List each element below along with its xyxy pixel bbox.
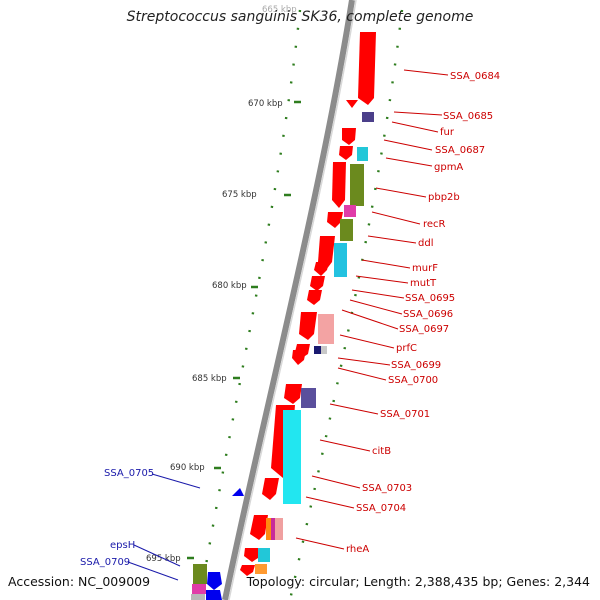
gene-label: mutT [410,278,437,289]
tick-label: 665 kbp [262,5,297,15]
genome-summary: Topology: circular; Length: 2,388,435 bp… [246,574,590,589]
gene-label: SSA_0703 [362,483,412,494]
gene-label: SSA_0685 [443,111,493,122]
gene-label: citB [372,446,391,457]
gene-label: recR [423,219,446,230]
accession-label: Accession: NC_009009 [8,574,151,589]
gene-label: gpmA [434,162,463,173]
tick-label: 695 kbp [146,554,181,564]
gene-label: SSA_0697 [399,324,449,335]
gene-label: rheA [346,544,369,555]
gene-label: SSA_0704 [356,503,406,514]
gene-label: SSA_0696 [403,309,453,320]
map-title: Streptococcus sanguinis SK36, complete g… [126,9,474,25]
gene-label: fur [440,127,455,138]
genome-backbone [222,0,355,600]
gene-label: SSA_0701 [380,409,430,420]
gene-label: SSA_0687 [435,145,485,156]
gene-label: epsH [110,540,135,551]
gene-label: murF [412,263,438,274]
gene-label: SSA_0699 [391,360,441,371]
tick-label: 690 kbp [170,463,205,473]
gene-label: SSA_0695 [405,293,455,304]
gene-label: SSA_0709 [80,557,130,568]
gene-label: SSA_0705 [104,468,154,479]
feature-blocks [191,112,374,600]
tick-label: 685 kbp [192,374,227,384]
gene-label: SSA_0700 [388,375,438,386]
gene-label: ddl [418,238,433,249]
tick-marks [187,100,301,560]
gene-label: pbp2b [428,192,460,203]
tick-label: 670 kbp [248,99,283,109]
tick-label: 680 kbp [212,281,247,291]
gene-arrows [240,32,376,576]
label-connectors [295,69,449,550]
gene-label: prfC [396,343,417,354]
gene-label: SSA_0684 [450,71,500,82]
tick-label: 675 kbp [222,190,257,200]
